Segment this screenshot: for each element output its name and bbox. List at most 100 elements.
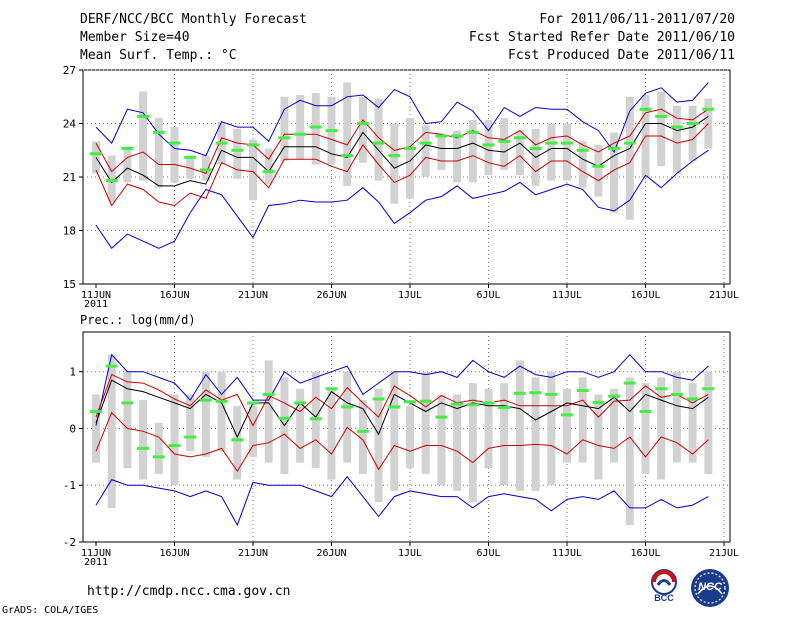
ensemble-box (249, 405, 257, 457)
grads-credit: GrADS: COLA/IGES (2, 605, 99, 616)
ensemble-box (311, 93, 320, 165)
ensemble-box (421, 125, 430, 177)
ensemble-box (139, 400, 148, 480)
ensemble-box (437, 134, 446, 170)
ensemble-box (186, 155, 195, 179)
ensemble-box (453, 394, 462, 491)
y-tick-label: 0 (69, 422, 76, 435)
spread-max-line (95, 353, 709, 426)
median-marker (529, 146, 542, 150)
median-marker (702, 107, 715, 111)
y-tick-label: 24 (63, 118, 77, 131)
median-marker (199, 168, 212, 172)
median-marker (262, 170, 275, 174)
ensemble-box (327, 388, 336, 480)
median-marker (152, 455, 165, 459)
y-tick-label: -2 (63, 536, 76, 549)
median-marker (529, 391, 542, 395)
ensemble-box (484, 388, 493, 469)
median-marker (168, 444, 181, 448)
spread-min-line (95, 149, 709, 250)
ensemble-box (186, 394, 195, 452)
median-marker (482, 401, 495, 405)
median-marker (199, 398, 212, 402)
ensemble-box (547, 371, 556, 486)
ensemble-mean-line (95, 379, 709, 439)
median-marker (278, 136, 291, 140)
median-marker (655, 114, 668, 118)
ensemble-box (515, 130, 524, 176)
ensemble-box (358, 96, 367, 163)
median-marker (388, 405, 401, 409)
median-marker (215, 399, 228, 403)
median-marker (294, 132, 307, 136)
median-marker (105, 179, 118, 183)
ensemble-box (625, 377, 634, 525)
y-tick-label: -1 (63, 479, 76, 492)
median-marker (388, 154, 401, 158)
median-marker (356, 429, 369, 433)
lower-band-line (95, 123, 709, 207)
median-marker (105, 364, 118, 368)
median-marker (404, 146, 416, 150)
median-marker (623, 141, 636, 145)
median-marker (545, 392, 558, 396)
ensemble-box (374, 388, 383, 503)
y-tick-label: 1 (69, 366, 76, 379)
y-axis-label: Prec.: log(mm/d) (80, 313, 196, 327)
ensemble-box (688, 105, 697, 161)
x-year-label: 2011 (84, 557, 108, 568)
median-marker (561, 413, 573, 417)
median-marker (356, 122, 369, 125)
median-marker (686, 122, 699, 125)
source-url[interactable]: http://cmdp.ncc.cma.gov.cn (87, 584, 291, 599)
median-marker (419, 399, 432, 403)
median-marker (341, 154, 354, 158)
median-marker (121, 401, 134, 405)
ensemble-box (123, 371, 132, 469)
ncc-logo: NCC (688, 566, 732, 610)
median-marker (90, 409, 102, 413)
median-marker (309, 417, 322, 421)
median-marker (513, 391, 526, 395)
median-marker (137, 114, 150, 118)
median-marker (623, 381, 636, 385)
spread-max-line (95, 82, 709, 157)
median-marker (702, 387, 715, 391)
ensemble-box (249, 139, 257, 201)
x-tick-label: 11JUL (552, 548, 582, 559)
ensemble-box (390, 123, 399, 204)
median-marker (184, 435, 197, 439)
ensemble-mean-line (95, 115, 709, 187)
ensemble-box (139, 91, 148, 181)
median-marker (639, 409, 652, 413)
ensemble-box (468, 383, 477, 503)
ensemble-box (390, 371, 399, 491)
x-tick-label: 1JUL (398, 548, 422, 559)
variable-label: Mean Surf. Temp.: °C (80, 48, 237, 63)
ensemble-box (625, 96, 634, 220)
median-marker (309, 125, 322, 129)
ensemble-box (406, 118, 414, 199)
median-marker (482, 143, 495, 147)
ensemble-box (594, 394, 603, 480)
ensemble-box (264, 360, 273, 463)
ensemble-box (170, 127, 179, 183)
ensemble-box (201, 371, 210, 457)
member-size-label: Member Size=40 (80, 30, 190, 45)
x-tick-label: 11JUL (552, 290, 582, 301)
median-marker (513, 136, 526, 140)
forecast-started-date: Fcst Started Refer Date 2011/06/10 (468, 30, 735, 45)
ensemble-box (92, 394, 100, 463)
ensemble-box (107, 354, 116, 508)
x-tick-label: 26JUN (316, 290, 346, 301)
median-marker (372, 397, 385, 401)
x-tick-label: 16JUL (630, 290, 660, 301)
ensemble-box (672, 371, 681, 463)
median-marker (404, 400, 416, 404)
median-marker (545, 141, 558, 145)
ensemble-box (343, 82, 352, 186)
ensemble-box (688, 383, 697, 463)
